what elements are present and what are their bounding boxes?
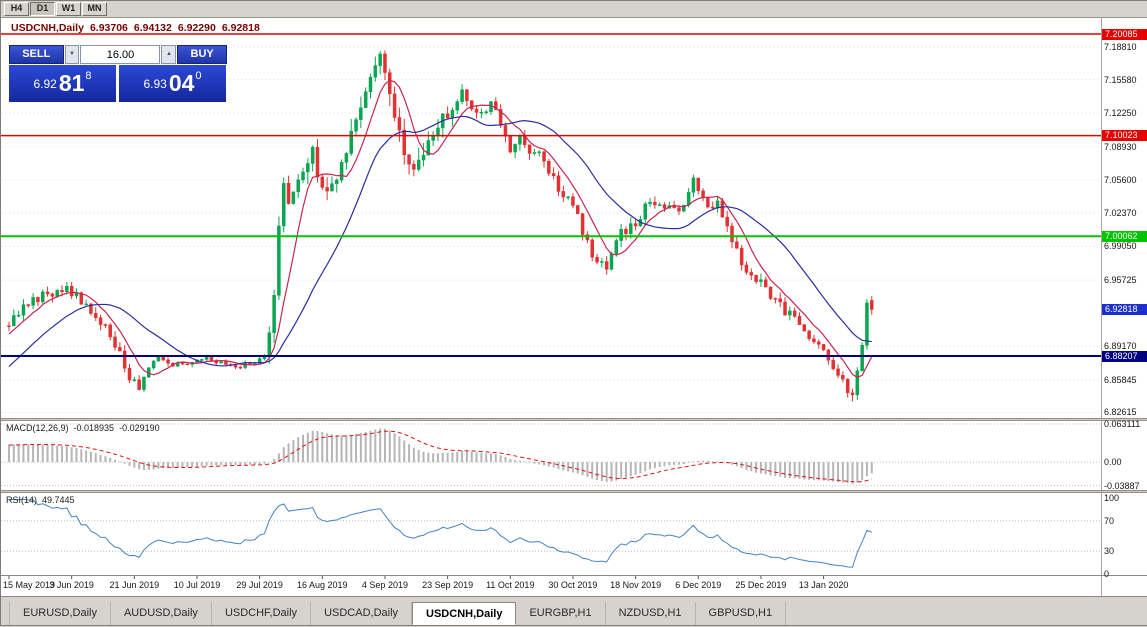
bid-price-base: 6.92: [33, 76, 57, 91]
date-axis-label: 10 Jul 2019: [173, 580, 221, 590]
price-axis-tick: 7.02370: [1104, 207, 1137, 218]
price-axis-separator: [1101, 18, 1102, 598]
date-axis-label: 30 Oct 2019: [548, 580, 598, 590]
lot-increase-button[interactable]: ▲: [161, 45, 177, 64]
one-click-controls-row: SELL ▼ ▲ BUY: [9, 45, 227, 64]
price-axis-tick: 7.12250: [1104, 108, 1137, 119]
price-axis-tick: 7.05600: [1104, 175, 1137, 186]
macd-panel-splitter[interactable]: [1, 418, 1147, 421]
chart-tab-bar: EURUSD,Daily AUDUSD,Daily USDCHF,Daily USDC…: [1, 596, 1147, 625]
price-level-badge: 6.88207: [1102, 350, 1147, 362]
sell-button[interactable]: SELL: [9, 45, 64, 64]
current-price-badge: 6.92818: [1102, 303, 1147, 315]
rsi-axis-tick: 100: [1104, 493, 1120, 503]
date-axis-label: 18 Nov 2019: [610, 580, 662, 590]
date-axis-label: 13 Jan 2020: [798, 580, 849, 590]
price-axis-tick: 6.82615: [1104, 407, 1137, 418]
chart-high-value: 6.94132: [133, 22, 172, 34]
price-axis-tick: 6.89170: [1104, 341, 1137, 352]
spin-up-icon: ▲: [165, 51, 172, 57]
price-axis-tick: 6.85845: [1104, 374, 1137, 385]
buy-button[interactable]: BUY: [177, 45, 227, 64]
date-axis-label: 29 Jul 2019: [236, 580, 283, 590]
macd-axis-tick: -0.03887: [1104, 480, 1140, 491]
date-axis-label: 6 Dec 2019: [675, 580, 722, 590]
timeframe-button-mn[interactable]: MN: [82, 2, 107, 16]
macd-panel-layer: [1, 423, 1101, 487]
date-axis-separator: [1, 575, 1147, 576]
price-gridlines: [1, 46, 1101, 413]
ma-slow-line: [8, 115, 872, 368]
macd-axis-tick: 0.063111: [1104, 418, 1141, 429]
candlesticks: [7, 50, 874, 402]
date-axis-label: 21 Jun 2019: [109, 580, 160, 590]
price-axis-tick: 7.15580: [1104, 74, 1137, 85]
rsi-axis-tick: 30: [1104, 546, 1115, 557]
lot-decrease-button[interactable]: ▼: [64, 45, 80, 64]
price-level-badge: 7.20085: [1102, 28, 1147, 40]
spin-down-icon: ▼: [69, 51, 75, 57]
date-axis-label: 23 Sep 2019: [422, 580, 474, 590]
timeframe-button-w1[interactable]: W1: [56, 2, 81, 16]
chart-close-value: 6.92818: [221, 22, 260, 34]
macd-signal-value: -0.029190: [119, 423, 160, 433]
one-click-prices-row: 6.92 81 8 6.93 04 0: [9, 65, 227, 102]
bid-price-point: 8: [85, 70, 92, 82]
date-axis-label: 16 Aug 2019: [297, 580, 348, 590]
rsi-panel-layer: [1, 498, 1101, 568]
chart-tab-gbpusd-h1[interactable]: GBPUSD,H1: [696, 602, 787, 625]
date-axis-label: 4 Sep 2019: [361, 580, 408, 590]
chart-tab-audusd-daily[interactable]: AUDUSD,Daily: [111, 602, 212, 625]
timeframe-button-h4[interactable]: H4: [4, 2, 29, 16]
ask-price-base: 6.93: [143, 76, 167, 91]
date-axis-label: 11 Oct 2019: [486, 580, 535, 590]
ma-fast-line: [8, 79, 873, 379]
buy-price-display[interactable]: 6.93 04 0: [119, 65, 226, 102]
macd-name: MACD(12,26,9): [6, 423, 69, 433]
chart-tab-eurgbp-h1[interactable]: EURGBP,H1: [516, 602, 606, 625]
rsi-indicator-label: RSI(14) 49.7445: [6, 495, 75, 505]
chart-tab-nzdusd-h1[interactable]: NZDUSD,H1: [606, 602, 696, 625]
chart-open-value: 6.93706: [89, 22, 128, 34]
chart-symbol-label: USDCNH,Daily: [11, 22, 84, 34]
date-axis-label: 25 Dec 2019: [735, 580, 787, 590]
bid-price-pips: 81: [58, 70, 85, 96]
ask-price-point: 0: [195, 70, 202, 82]
price-level-badge: 7.10023: [1102, 130, 1147, 142]
rsi-name: RSI(14): [6, 495, 38, 505]
chart-background: [1, 18, 1147, 598]
chart-tab-usdcnh-daily[interactable]: USDCNH,Daily: [412, 602, 517, 625]
macd-indicator-label: MACD(12,26,9) -0.018935 -0.029190: [6, 423, 160, 433]
price-level-badge: 7.00062: [1102, 230, 1147, 242]
chart-ohlc-header: USDCNH,Daily 6.93706 6.94132 6.92290 6.9…: [11, 22, 260, 34]
rsi-value: 49.7445: [42, 495, 75, 505]
macd-axis-tick: 0.00: [1104, 457, 1122, 468]
timeframe-button-d1[interactable]: D1: [30, 2, 55, 16]
chart-tab-usdchf-daily[interactable]: USDCHF,Daily: [212, 602, 312, 625]
date-axis-label: 3 Jun 2019: [49, 580, 94, 590]
rsi-panel-splitter[interactable]: [1, 490, 1147, 493]
macd-main-value: -0.018935: [73, 423, 115, 433]
chart-tab-eurusd-daily[interactable]: EURUSD,Daily: [9, 602, 111, 625]
price-axis-tick: 7.18810: [1104, 41, 1137, 52]
horizontal-level-lines: [1, 33, 1101, 358]
one-click-trading-panel: SELL ▼ ▲ BUY 6.92 81 8 6.93 04 0: [9, 45, 227, 102]
chart-low-value: 6.92290: [177, 22, 216, 34]
rsi-axis-tick: 70: [1104, 515, 1115, 526]
timeframe-toolbar: H4 D1 W1 MN: [1, 1, 1147, 18]
price-axis-tick: 6.95725: [1104, 275, 1137, 286]
lot-size-input[interactable]: [80, 45, 161, 64]
price-axis-tick: 6.99050: [1104, 241, 1137, 252]
price-axis-tick: 7.08930: [1104, 141, 1137, 152]
chart-tab-usdcad-daily[interactable]: USDCAD,Daily: [311, 602, 413, 625]
rsi-axis-tick: 0: [1104, 569, 1110, 579]
ask-price-pips: 04: [168, 70, 195, 96]
sell-price-display[interactable]: 6.92 81 8: [9, 65, 116, 102]
date-axis-label: 15 May 2019: [3, 580, 56, 590]
